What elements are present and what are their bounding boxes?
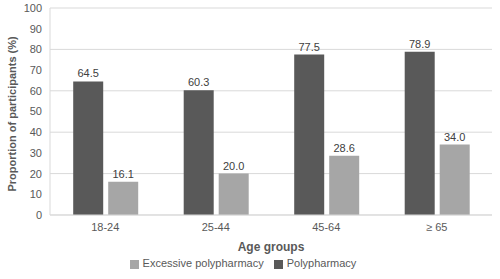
svg-text:70: 70	[30, 64, 42, 76]
svg-text:30: 30	[30, 147, 42, 159]
html-text:Polypharmacy: Polypharmacy	[286, 257, 357, 269]
svg-text:78.9: 78.9	[409, 38, 430, 50]
svg-text:10: 10	[30, 188, 42, 200]
svg-text:28.6: 28.6	[333, 142, 354, 154]
svg-text:100: 100	[24, 2, 42, 14]
svg-text:Proportion of participants (%): Proportion of participants (%)	[8, 36, 18, 192]
svg-text:64.5: 64.5	[77, 67, 98, 79]
svg-text:50: 50	[30, 105, 42, 117]
svg-text:90: 90	[30, 23, 42, 35]
svg-text:0: 0	[36, 209, 42, 221]
html-text:Excessive polypharmacy: Excessive polypharmacy	[142, 257, 264, 269]
svg-text:18-24: 18-24	[91, 221, 119, 233]
svg-text:45-64: 45-64	[312, 221, 340, 233]
svg-text:60.3: 60.3	[188, 76, 209, 88]
svg-text:25-44: 25-44	[202, 221, 230, 233]
svg-text:34.0: 34.0	[444, 131, 465, 143]
svg-text:60: 60	[30, 85, 42, 97]
svg-text:40: 40	[30, 126, 42, 138]
svg-text:80: 80	[30, 43, 42, 55]
svg-text:16.1: 16.1	[112, 168, 133, 180]
svg-text:77.5: 77.5	[298, 41, 319, 53]
svg-text:20: 20	[30, 168, 42, 180]
svg-text:≥ 65: ≥ 65	[426, 221, 447, 233]
svg-text:Age groups: Age groups	[238, 240, 305, 254]
svg-text:20.0: 20.0	[223, 160, 244, 172]
